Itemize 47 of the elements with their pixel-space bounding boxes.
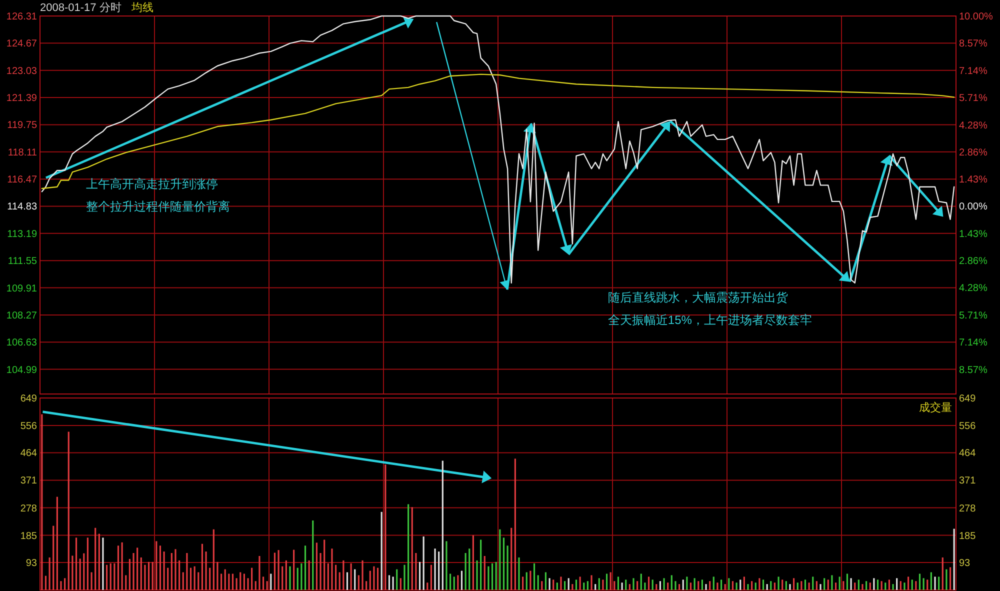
y-tick-label: 93	[26, 558, 38, 569]
y-tick-label: 464	[20, 448, 38, 460]
text: 均线	[130, 1, 154, 14]
y2-tick-label: 2.86%	[959, 256, 988, 268]
y-tick-label: 126.31	[6, 12, 38, 22]
y2-tick-label: 185	[959, 530, 976, 542]
y-tick-label: 111.55	[8, 256, 38, 268]
y-tick-label: 123.03	[6, 66, 38, 77]
y-tick-label: 108.27	[6, 310, 38, 322]
y2-tick-label: 5.71%	[959, 93, 988, 104]
y2-tick-label: 278	[959, 503, 976, 514]
y-tick-label: 116.47	[7, 174, 38, 186]
y-tick-label: 371	[20, 476, 38, 487]
y-tick-label: 113.19	[7, 228, 38, 240]
line-series	[41, 74, 955, 190]
y2-tick-label: 0.00%	[959, 202, 988, 213]
y2-tick-label: 2.86%	[959, 147, 988, 158]
y2-tick-label: 93	[959, 558, 971, 569]
chart-title: 成交量	[919, 401, 952, 414]
y2-tick-label: 4.28%	[959, 283, 988, 294]
y2-tick-label: 556	[959, 421, 976, 432]
y-tick-label: 124.67	[6, 38, 38, 50]
y2-tick-label: 8.57%	[959, 364, 988, 376]
y2-tick-label: 8.57%	[959, 38, 988, 50]
y2-tick-label: 1.43%	[959, 228, 988, 240]
chart-title: 2008-01-17 分时	[40, 1, 122, 14]
y2-tick-label: 7.14%	[959, 66, 988, 77]
y2-tick-label: 10.00%	[959, 12, 994, 22]
y2-tick-label: 4.28%	[959, 120, 988, 132]
y2-tick-label: 1.43%	[959, 174, 988, 186]
y2-tick-label: 5.71%	[959, 310, 988, 322]
y-tick-label: 119.75	[7, 120, 38, 132]
line-series	[41, 15, 955, 284]
y-tick-label: 118.11	[8, 147, 38, 158]
y2-tick-label: 464	[959, 448, 976, 460]
y-tick-label: 106.63	[6, 338, 38, 349]
y-tick-label: 278	[20, 503, 38, 514]
y-tick-label: 114.83	[7, 202, 38, 213]
y-tick-label: 185	[20, 530, 38, 542]
y2-tick-label: 7.14%	[959, 338, 988, 349]
y-tick-label: 556	[20, 421, 38, 432]
y-tick-label: 104.99	[6, 364, 38, 376]
y-tick-label: 649	[20, 394, 38, 404]
y-tick-label: 109.91	[6, 283, 38, 294]
y-tick-label: 121.39	[6, 93, 38, 104]
y2-tick-label: 371	[959, 476, 976, 487]
y2-tick-label: 649	[959, 394, 976, 404]
